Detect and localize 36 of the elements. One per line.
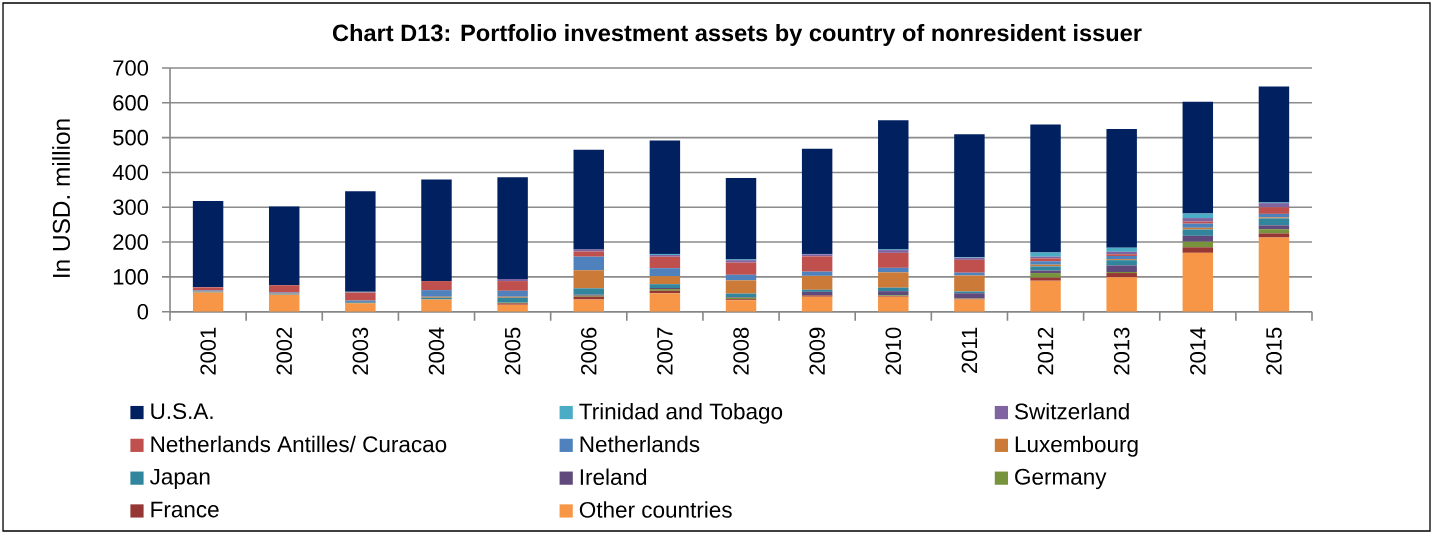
y-tick-label: 600 bbox=[113, 95, 149, 111]
legend-label: Japan bbox=[149, 468, 210, 490]
legend-label: Other countries bbox=[579, 501, 732, 518]
legend-label: Germany bbox=[1015, 468, 1107, 490]
x-tick-label: 2014 bbox=[1190, 327, 1206, 375]
y-tick-label: 700 bbox=[113, 60, 149, 76]
x-tick-label: 2010 bbox=[885, 327, 902, 375]
y-tick-label: 0 bbox=[137, 303, 149, 320]
x-tick-label: 2015 bbox=[1266, 327, 1282, 375]
y-tick-label: 100 bbox=[113, 269, 149, 285]
legend-label: U.S.A. bbox=[151, 403, 213, 420]
legend-label: Ireland bbox=[580, 468, 647, 486]
x-tick-label: 2007 bbox=[657, 327, 673, 375]
legend-label: Netherlands Antilles/ Curacao bbox=[151, 435, 447, 453]
chart-title: Chart D13: Portfolio investment assets by country of nonresident issuer bbox=[332, 23, 1142, 46]
x-tick-label: 2003 bbox=[352, 327, 369, 375]
legend-label: France bbox=[151, 501, 219, 518]
x-tick-label: 2005 bbox=[504, 327, 521, 375]
y-tick-label: 500 bbox=[113, 129, 149, 146]
legend-label: Switzerland bbox=[1015, 402, 1129, 420]
x-tick-label: 2001 bbox=[200, 327, 216, 375]
x-tick-label: 2006 bbox=[580, 327, 597, 375]
x-tick-label: 2008 bbox=[733, 327, 749, 375]
x-tick-label: 2013 bbox=[1113, 327, 1130, 375]
x-tick-label: 2004 bbox=[428, 327, 445, 375]
y-tick-label: 200 bbox=[113, 234, 149, 250]
legend-label: Luxembourg bbox=[1015, 435, 1138, 457]
y-tick-label: 400 bbox=[112, 164, 149, 181]
x-tick-label: 2011 bbox=[961, 327, 978, 373]
x-tick-label: 2002 bbox=[276, 327, 293, 375]
y-axis-title: In USD. million bbox=[52, 119, 71, 277]
x-tick-label: 2009 bbox=[809, 327, 825, 375]
legend-label: Trinidad and Tobago bbox=[579, 402, 783, 424]
y-tick-label: 300 bbox=[113, 199, 149, 216]
legend-label: Netherlands bbox=[580, 435, 700, 453]
x-tick-label: 2012 bbox=[1037, 327, 1054, 375]
